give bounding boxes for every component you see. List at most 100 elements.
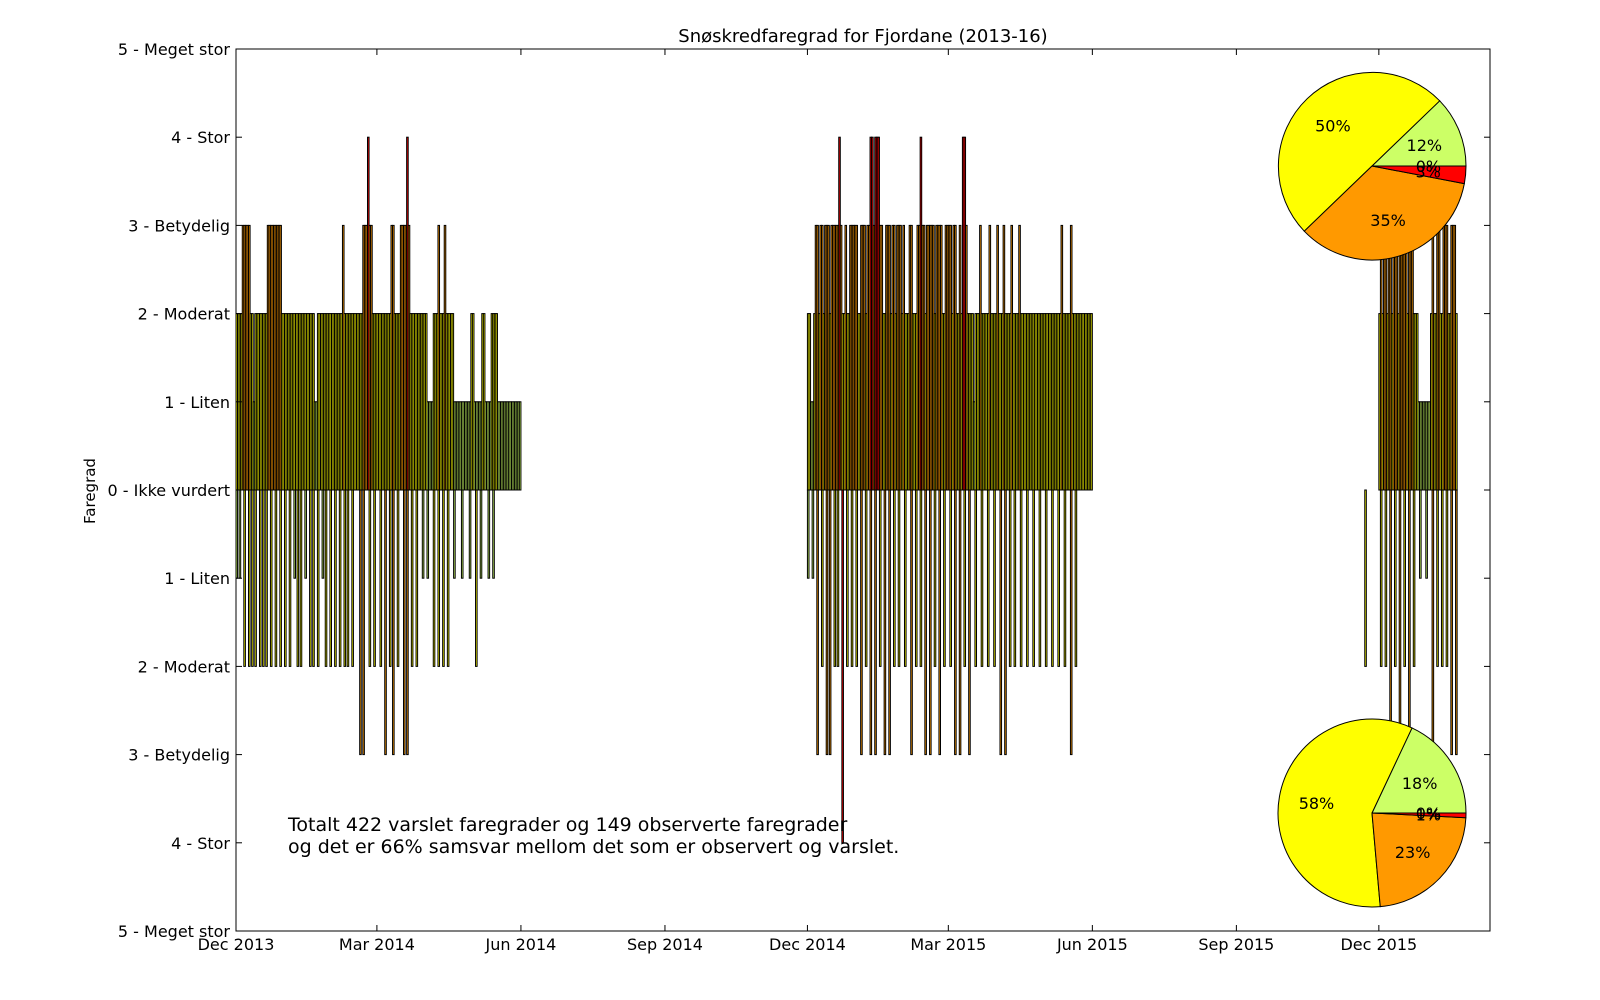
observed-bar xyxy=(296,489,300,667)
observed-bar xyxy=(833,489,837,667)
observed-bar xyxy=(1384,489,1388,667)
observed-bar xyxy=(938,489,941,756)
observed-bar xyxy=(943,489,946,667)
observed-bar xyxy=(406,489,409,756)
pie-slice-label: 12% xyxy=(1407,136,1443,155)
observed-bar xyxy=(359,489,362,756)
y-tick-label: 4 - Stor xyxy=(171,128,230,147)
forecast-bar xyxy=(518,401,522,491)
pie-slice-label: 0% xyxy=(1416,804,1441,823)
y-axis-label: Faregrad xyxy=(81,458,99,524)
observed-bar xyxy=(816,489,819,756)
observed-bar xyxy=(1408,489,1411,756)
observed-bar xyxy=(492,489,495,579)
observed-bar xyxy=(1063,489,1067,667)
observed-bar xyxy=(379,489,383,667)
y-tick-label: 3 - Betydelig xyxy=(128,746,230,765)
observed-bar xyxy=(487,489,491,579)
observed-bar xyxy=(258,489,262,667)
observed-bar xyxy=(346,489,350,667)
observed-bar xyxy=(432,489,436,667)
observed-bar xyxy=(1032,489,1035,667)
pie-charts: 12%50%35%3%0%18%58%23%1%0% xyxy=(1277,71,1467,908)
observed-bar xyxy=(437,489,441,667)
y-tick-label: 2 - Moderat xyxy=(138,657,230,676)
observed-bar xyxy=(279,489,282,667)
observed-bar xyxy=(1069,489,1073,756)
observed-bar xyxy=(262,489,265,667)
pie-slice-label: 50% xyxy=(1315,116,1351,135)
observed-bar xyxy=(288,489,292,667)
pie-slice-label: 0% xyxy=(1416,157,1441,176)
observed-bar xyxy=(910,489,913,756)
observed-bar xyxy=(841,489,844,844)
y-tick-label: 1 - Liten xyxy=(164,393,230,412)
observed-pie: 18% 58% 23% 1%0% xyxy=(1277,718,1467,908)
observed-bar xyxy=(958,489,962,756)
pie-slice xyxy=(1370,100,1467,167)
observed-bar xyxy=(324,489,328,667)
x-tick-label: Dec 2014 xyxy=(769,935,846,954)
pie-slice-label: 18% xyxy=(1402,774,1438,793)
y-tick-label: 5 - Meget stor xyxy=(118,922,231,941)
observed-bar xyxy=(442,489,445,667)
y-tick-label: 2 - Moderat xyxy=(138,305,230,324)
observed-bar xyxy=(316,489,320,667)
observed-bar xyxy=(1379,489,1383,667)
observed-bar xyxy=(924,489,927,756)
pie-slice-label: 1% xyxy=(1416,805,1441,824)
observed-bar xyxy=(1431,489,1435,756)
observed-bar xyxy=(334,489,337,667)
observed-bar xyxy=(980,489,984,667)
x-tick-label: Mar 2015 xyxy=(910,935,986,954)
observed-bar xyxy=(1038,489,1042,667)
observed-bar xyxy=(269,489,273,667)
observed-bar xyxy=(251,489,254,667)
observed-bar xyxy=(1436,489,1439,667)
observed-bar xyxy=(338,489,342,667)
pie-slice-label: 58% xyxy=(1299,794,1335,813)
x-tick-label: Jun 2015 xyxy=(1056,935,1128,954)
observed-bar xyxy=(850,489,854,667)
observed-bar xyxy=(293,489,296,579)
observed-bar xyxy=(368,489,372,667)
observed-bar xyxy=(897,489,901,667)
observed-bar xyxy=(933,489,937,667)
x-tick-label: Jun 2014 xyxy=(485,935,557,954)
summary-annotation: Totalt 422 varslet faregrader og 149 obs… xyxy=(287,814,899,858)
observed-bar xyxy=(974,489,978,667)
observed-bar xyxy=(479,489,483,579)
observed-bar xyxy=(860,489,863,756)
observed-bar xyxy=(351,489,354,667)
pie-slice xyxy=(1277,718,1413,908)
pie-slice xyxy=(1371,727,1467,814)
observed-bar xyxy=(1425,489,1428,579)
observed-bar xyxy=(284,489,287,667)
observed-bar xyxy=(954,489,957,756)
observed-bar xyxy=(1026,489,1029,667)
observed-bar xyxy=(265,489,268,667)
observed-bar xyxy=(1445,489,1449,667)
observed-bar xyxy=(304,489,307,579)
observed-bar xyxy=(1074,489,1078,667)
observed-bar xyxy=(392,489,395,756)
y-tick-label: 0 - Ikke vurdert xyxy=(108,481,231,500)
observed-bar xyxy=(453,489,456,579)
forecast-bar xyxy=(1090,313,1093,491)
observed-bar xyxy=(243,489,246,667)
observed-bar xyxy=(329,489,332,667)
y-tick-label: 5 - Meget stor xyxy=(118,40,231,59)
observed-bar xyxy=(864,489,868,667)
observed-bar xyxy=(949,489,952,667)
pie-slice xyxy=(1277,71,1441,232)
pie-slice-label: 3% xyxy=(1415,162,1440,181)
observed-bar xyxy=(1455,489,1458,756)
observed-bar xyxy=(1419,489,1422,579)
pie-slice-label: 35% xyxy=(1370,211,1406,230)
chart-title: Snøskredfaregrad for Fjordane (2013-16) xyxy=(678,26,1047,47)
x-tick-label: Sep 2014 xyxy=(627,935,703,954)
observed-bar xyxy=(321,489,325,579)
observed-bar xyxy=(811,489,815,579)
observed-bar xyxy=(1057,489,1060,667)
